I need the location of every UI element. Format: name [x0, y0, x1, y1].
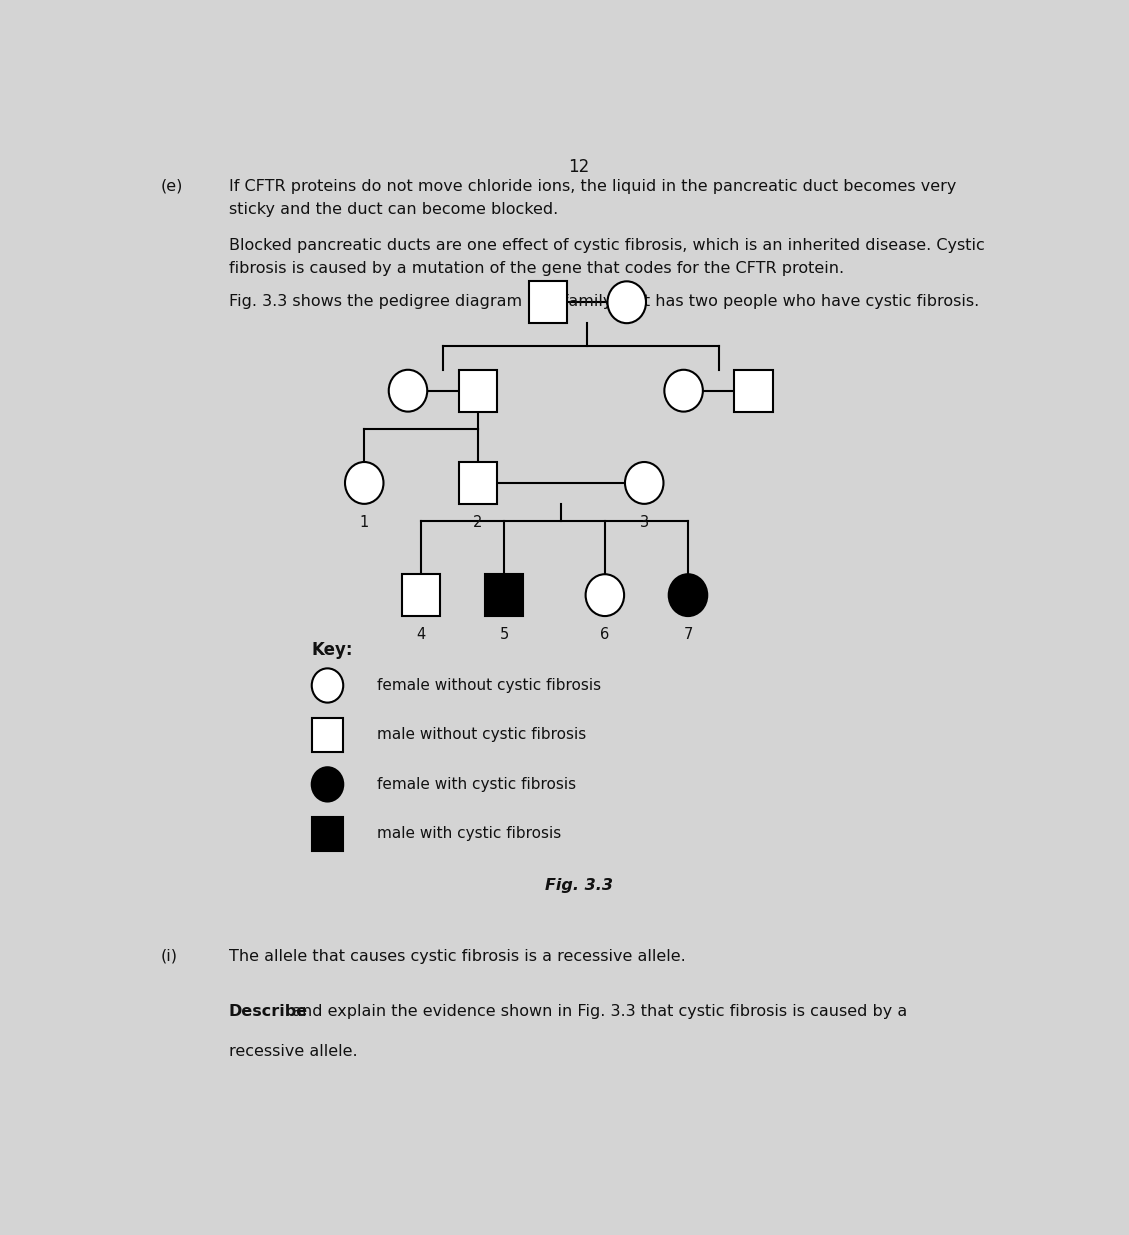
Text: recessive allele.: recessive allele. — [228, 1044, 357, 1058]
Text: Fig. 3.3 shows the pedigree diagram of a family that has two people who have cys: Fig. 3.3 shows the pedigree diagram of a… — [228, 294, 979, 309]
Text: male with cystic fibrosis: male with cystic fibrosis — [377, 826, 561, 841]
Text: 5: 5 — [500, 627, 509, 642]
Text: 3: 3 — [640, 515, 649, 530]
Bar — [528, 282, 567, 324]
Text: 1: 1 — [360, 515, 369, 530]
Circle shape — [625, 462, 664, 504]
Bar — [312, 816, 343, 851]
Bar — [402, 574, 440, 616]
Circle shape — [668, 574, 707, 616]
Text: fibrosis is caused by a mutation of the gene that codes for the CFTR protein.: fibrosis is caused by a mutation of the … — [228, 262, 843, 277]
Circle shape — [664, 369, 703, 411]
Text: male without cystic fibrosis: male without cystic fibrosis — [377, 727, 587, 742]
Text: Fig. 3.3: Fig. 3.3 — [544, 878, 613, 893]
Text: Describe: Describe — [228, 1004, 308, 1019]
Circle shape — [312, 668, 343, 703]
Text: and explain the evidence shown in Fig. 3.3 that cystic fibrosis is caused by a: and explain the evidence shown in Fig. 3… — [287, 1004, 908, 1019]
Circle shape — [312, 767, 343, 802]
Text: (e): (e) — [160, 179, 183, 194]
Text: female with cystic fibrosis: female with cystic fibrosis — [377, 777, 577, 792]
Text: 7: 7 — [683, 627, 693, 642]
Text: The allele that causes cystic fibrosis is a recessive allele.: The allele that causes cystic fibrosis i… — [228, 948, 685, 963]
Text: Blocked pancreatic ducts are one effect of cystic fibrosis, which is an inherite: Blocked pancreatic ducts are one effect … — [228, 237, 984, 253]
Circle shape — [607, 282, 646, 324]
Bar — [458, 462, 497, 504]
Bar — [734, 369, 773, 411]
Circle shape — [388, 369, 427, 411]
Bar — [458, 369, 497, 411]
Text: 12: 12 — [568, 158, 589, 175]
Text: 4: 4 — [417, 627, 426, 642]
Text: Key:: Key: — [312, 641, 353, 658]
Bar — [312, 718, 343, 752]
Text: 6: 6 — [601, 627, 610, 642]
Text: If CFTR proteins do not move chloride ions, the liquid in the pancreatic duct be: If CFTR proteins do not move chloride io… — [228, 179, 956, 194]
Text: (i): (i) — [160, 948, 177, 963]
Text: 2: 2 — [473, 515, 483, 530]
Circle shape — [586, 574, 624, 616]
Bar — [485, 574, 524, 616]
Text: female without cystic fibrosis: female without cystic fibrosis — [377, 678, 602, 693]
Circle shape — [345, 462, 384, 504]
Text: sticky and the duct can become blocked.: sticky and the duct can become blocked. — [228, 203, 558, 217]
